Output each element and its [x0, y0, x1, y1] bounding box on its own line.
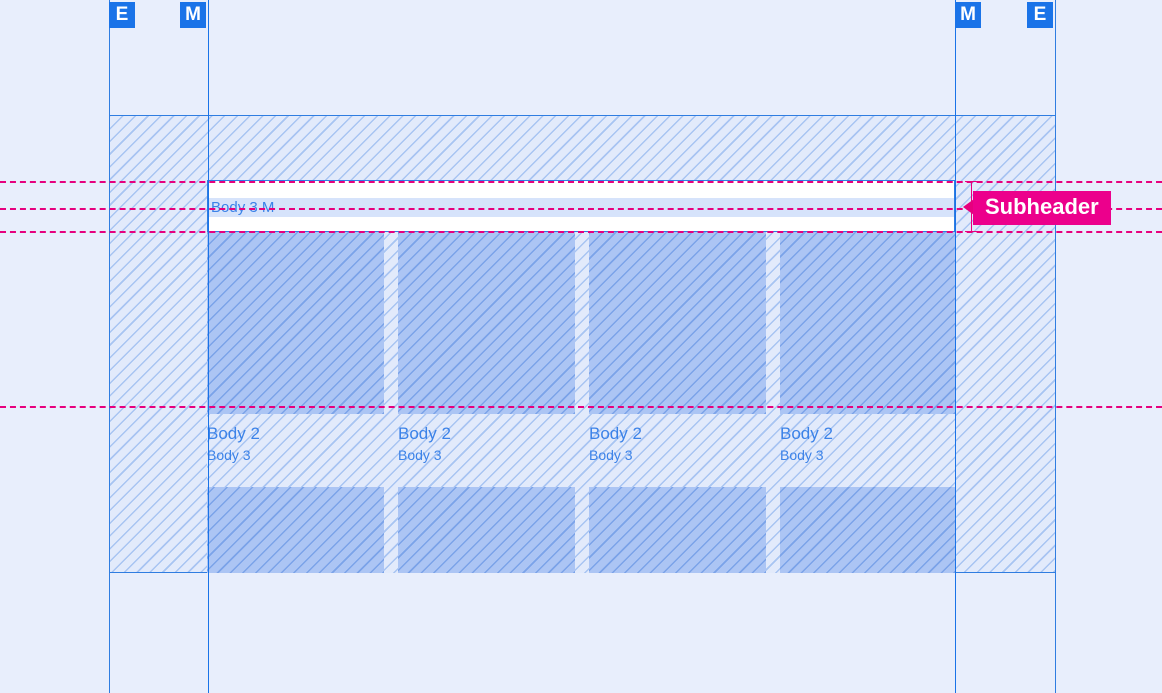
column-3-body2: Body 2: [589, 424, 642, 443]
chip-margin-right: M: [955, 2, 981, 28]
column-2-body2: Body 2: [398, 424, 451, 443]
column-2-body3: Body 3: [398, 447, 442, 463]
column-1-bottom-block: [207, 487, 384, 573]
column-3-bottom-block: [589, 487, 766, 573]
column-4-bottom-block: [780, 487, 955, 573]
column-2-labels: Body 2 Body 3: [398, 423, 451, 464]
ruler-line-3: [0, 231, 1162, 233]
measure-cap-bottom: [965, 231, 978, 232]
chip-margin-left: M: [180, 2, 206, 28]
ruler-line-2: [0, 208, 1162, 210]
column-3-labels: Body 2 Body 3: [589, 423, 642, 464]
chip-edge-right: E: [1027, 2, 1053, 28]
column-2-top-block: [398, 232, 575, 414]
column-3-top-block: [589, 232, 766, 414]
ruler-line-1: [0, 181, 1162, 183]
subheader-band: Body 3 M: [207, 180, 955, 232]
column-4-top-block: [780, 232, 955, 414]
column-4-body3: Body 3: [780, 447, 824, 463]
measure-arrow-icon: [963, 199, 974, 215]
guide-line-edge-right: [1055, 0, 1056, 693]
subheader-band-text: Body 3 M: [211, 199, 275, 216]
subheader-badge: Subheader: [973, 191, 1111, 225]
column-1-body2: Body 2: [207, 424, 260, 443]
guide-line-margin-right: [955, 0, 956, 693]
column-1-body3: Body 3: [207, 447, 251, 463]
chip-edge-left: E: [109, 2, 135, 28]
ruler-line-4: [0, 406, 1162, 408]
column-1-top-block: [207, 232, 384, 414]
column-2-bottom-block: [398, 487, 575, 573]
column-3-body3: Body 3: [589, 447, 633, 463]
column-4-body2: Body 2: [780, 424, 833, 443]
column-4-labels: Body 2 Body 3: [780, 423, 833, 464]
column-1-labels: Body 2 Body 3: [207, 423, 260, 464]
subheader-band-inner: [208, 198, 954, 217]
guide-line-margin-left: [208, 0, 209, 693]
guide-line-edge-left: [109, 0, 110, 693]
